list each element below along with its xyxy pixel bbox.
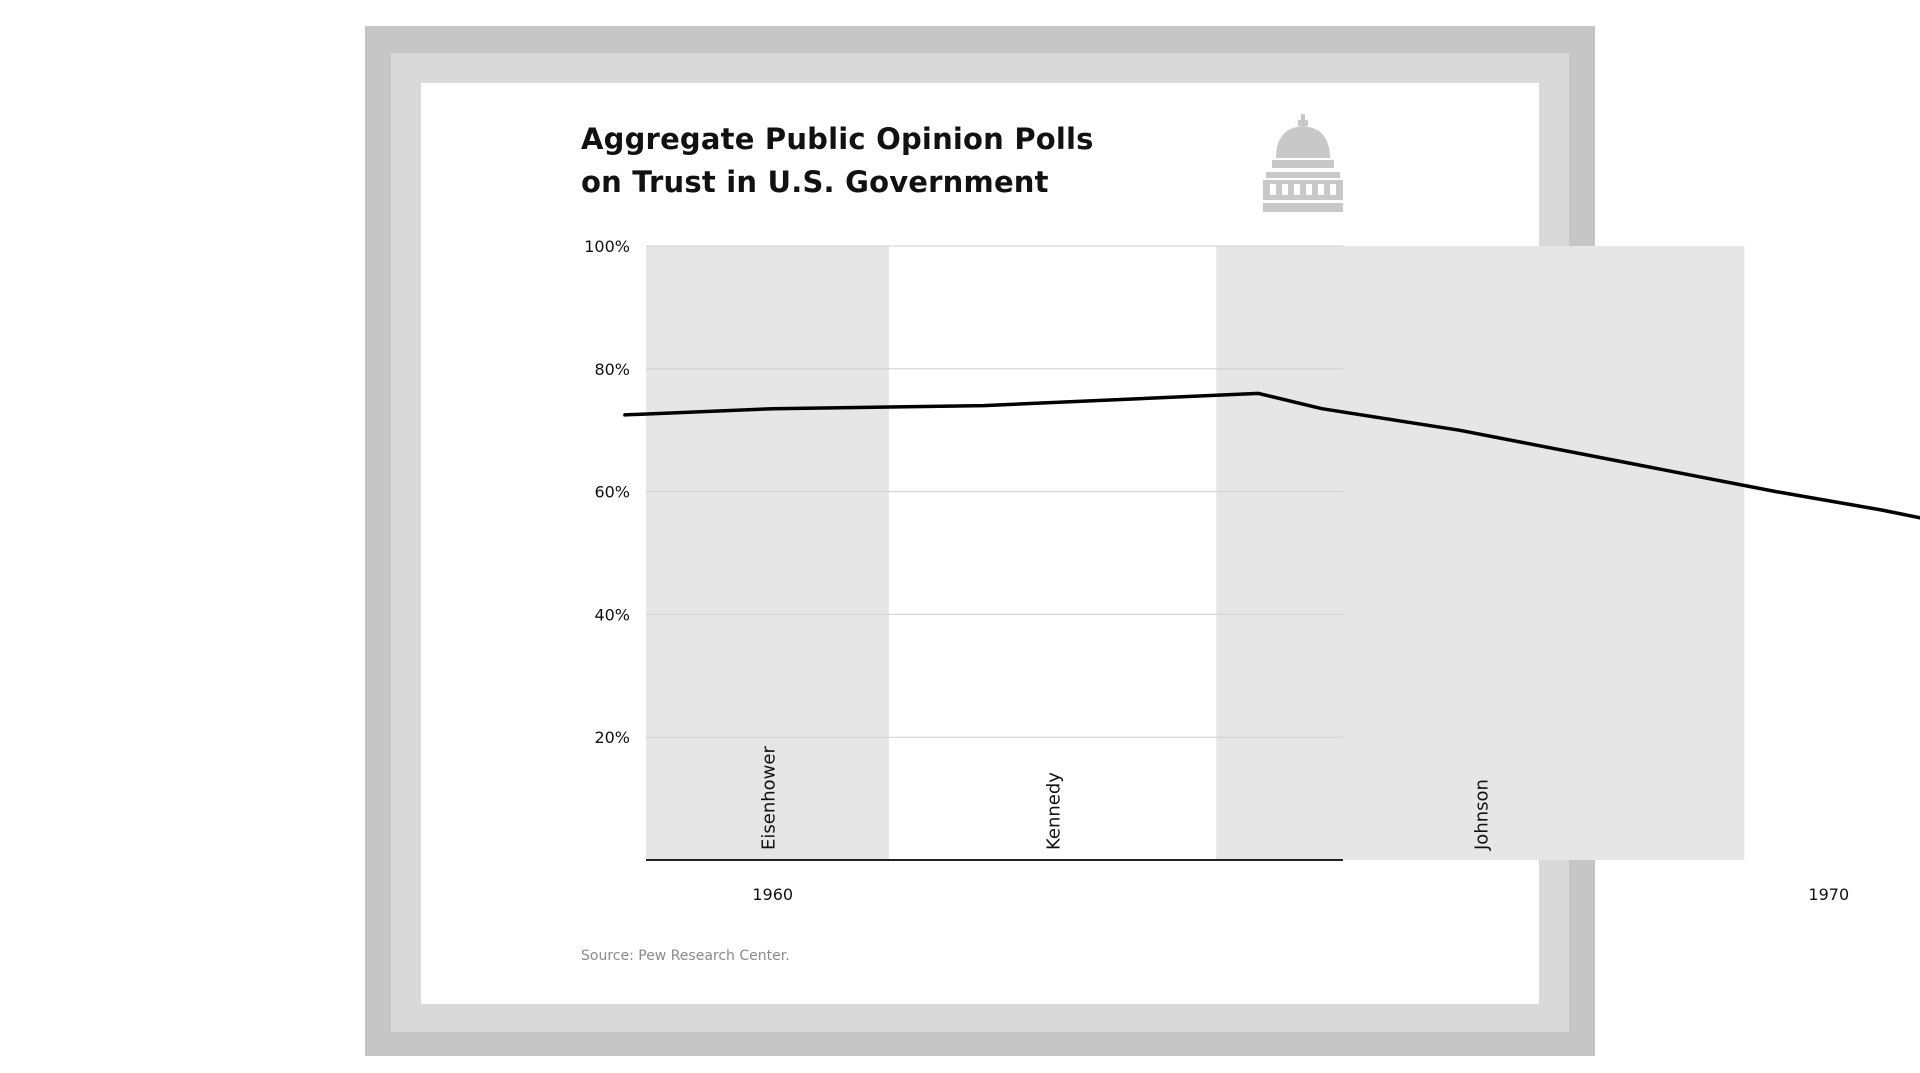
y-tick-label-2: 60% <box>594 483 630 502</box>
y-tick-label-1: 40% <box>594 605 630 624</box>
source-note: Source: Pew Research Center. <box>581 948 790 964</box>
x-tick-label-1: 1970 <box>1808 885 1849 904</box>
y-tick-label-4: 100% <box>584 237 630 256</box>
chart-title-line-2: on Trust in U.S. Government <box>581 165 1049 199</box>
y-tick-label-3: 80% <box>594 360 630 379</box>
term-band-2 <box>1216 246 1745 860</box>
president-label-2: Johnson <box>1471 779 1492 851</box>
capitol-dome-icon <box>1263 114 1343 212</box>
x-tick-label-0: 1960 <box>752 885 793 904</box>
y-tick-label-0: 20% <box>594 728 630 747</box>
president-label-0: Eisenhower <box>758 746 779 850</box>
president-label-1: Kennedy <box>1044 772 1065 850</box>
chart-title: Aggregate Public Opinion Polls on Trust … <box>581 118 1281 204</box>
chart-title-line-1: Aggregate Public Opinion Polls <box>581 122 1094 156</box>
term-band-0 <box>646 246 889 860</box>
